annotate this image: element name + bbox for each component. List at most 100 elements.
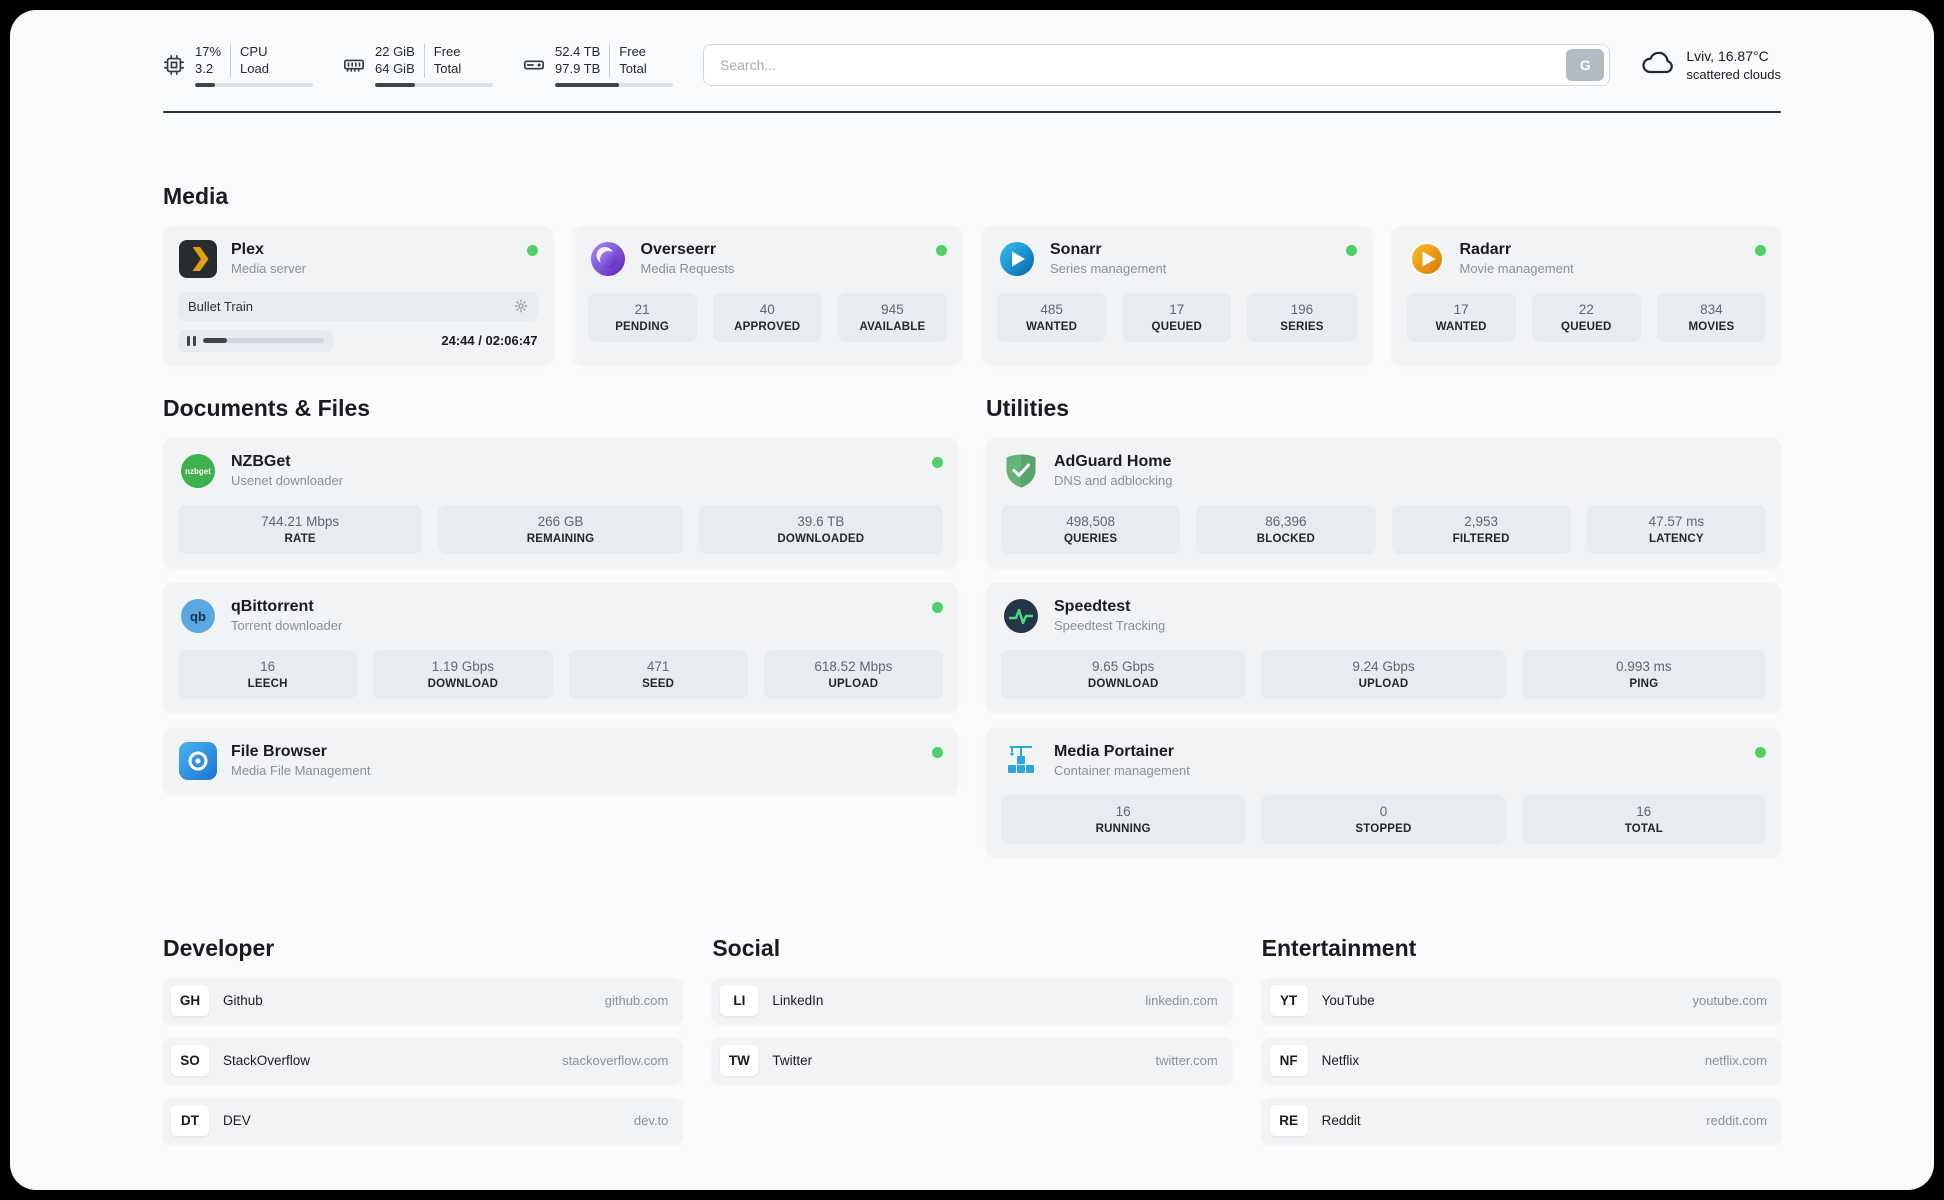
bookmark-name: Reddit bbox=[1321, 1113, 1361, 1129]
playback-progress-fill bbox=[202, 338, 227, 344]
bookmark-url: twitter.com bbox=[1155, 1053, 1218, 1069]
bookmark-dev[interactable]: DT DEV dev.to bbox=[163, 1097, 683, 1144]
portainer-card[interactable]: Media Portainer Container management 16 … bbox=[986, 727, 1781, 857]
stat-label: DOWNLOAD bbox=[1087, 677, 1159, 690]
stat-value: 9.65 Gbps bbox=[1092, 658, 1155, 674]
overseerr-card[interactable]: Overseerr Media Requests 21 PENDING 40 A… bbox=[572, 225, 962, 365]
section-documents: Documents & Files nzbget NZBGet Usenet d… bbox=[163, 395, 958, 857]
stat-value: 21 bbox=[634, 301, 650, 317]
pause-icon[interactable] bbox=[187, 335, 196, 346]
stat-value: 40 bbox=[759, 301, 775, 317]
stat-box: 9.24 Gbps UPLOAD bbox=[1261, 649, 1506, 699]
weather-widget: Lviv, 16.87°C scattered clouds bbox=[1640, 45, 1781, 86]
playback-progressbar bbox=[202, 338, 324, 344]
stat-box: 945 AVAILABLE bbox=[837, 292, 948, 342]
speedtest-card[interactable]: Speedtest Speedtest Tracking 9.65 Gbps D… bbox=[986, 582, 1781, 712]
adguard-icon bbox=[1001, 451, 1041, 491]
app-name: qBittorrent bbox=[231, 598, 314, 616]
app-subtitle: Container management bbox=[1054, 763, 1190, 779]
stat-box: 498,508 QUERIES bbox=[1001, 504, 1181, 554]
bookmark-name: StackOverflow bbox=[223, 1053, 311, 1069]
search-bar: G bbox=[703, 44, 1611, 87]
cpu-label-top: CPU bbox=[240, 44, 268, 59]
stat-value: 485 bbox=[1040, 301, 1063, 317]
bookmark-linkedin[interactable]: LI LinkedIn linkedin.com bbox=[712, 977, 1232, 1024]
qbittorrent-icon: qb bbox=[178, 596, 218, 636]
filebrowser-icon bbox=[178, 741, 218, 781]
stat-value: 16 bbox=[1115, 803, 1131, 819]
bookmark-reddit[interactable]: RE Reddit reddit.com bbox=[1261, 1097, 1781, 1144]
app-subtitle: Series management bbox=[1050, 261, 1167, 277]
app-name: Speedtest bbox=[1054, 598, 1131, 616]
stat-box: 834 MOVIES bbox=[1656, 292, 1767, 342]
filebrowser-card[interactable]: File Browser Media File Management bbox=[163, 727, 958, 794]
stat-label: UPLOAD bbox=[1358, 677, 1409, 690]
bookmark-netflix[interactable]: NF Netflix netflix.com bbox=[1261, 1037, 1781, 1084]
disk-total-value: 97.9 TB bbox=[555, 60, 601, 76]
entertainment-section-title: Entertainment bbox=[1261, 934, 1417, 961]
stat-box: 16 LEECH bbox=[178, 649, 358, 699]
ram-progress-fill bbox=[375, 82, 416, 87]
topbar-divider bbox=[163, 110, 1781, 113]
nzbget-card[interactable]: nzbget NZBGet Usenet downloader 744.21 M… bbox=[163, 437, 958, 567]
nzbget-icon: nzbget bbox=[178, 451, 218, 491]
app-name: Media Portainer bbox=[1054, 743, 1175, 761]
bookmark-abbr: NF bbox=[1269, 1045, 1308, 1077]
plex-card[interactable]: Plex Media server Bullet Train bbox=[163, 225, 553, 365]
stat-box: 0 STOPPED bbox=[1261, 794, 1506, 844]
status-dot bbox=[936, 244, 947, 256]
gear-icon[interactable] bbox=[514, 299, 528, 313]
stat-label: QUEUED bbox=[1561, 320, 1612, 333]
svg-text:qb: qb bbox=[190, 609, 206, 624]
adguard-card[interactable]: AdGuard Home DNS and adblocking 498,508 … bbox=[986, 437, 1781, 567]
topbar: 17% 3.2 CPU Load bbox=[163, 44, 1781, 87]
stat-label: AVAILABLE bbox=[859, 320, 926, 333]
bookmark-abbr: YT bbox=[1269, 985, 1308, 1017]
bookmark-stackoverflow[interactable]: SO StackOverflow stackoverflow.com bbox=[163, 1037, 683, 1084]
stat-label: SERIES bbox=[1280, 320, 1324, 333]
stat-value: 945 bbox=[881, 301, 904, 317]
stat-box: 9.65 Gbps DOWNLOAD bbox=[1001, 649, 1246, 699]
radarr-card[interactable]: Radarr Movie management 17 WANTED 22 QUE… bbox=[1391, 225, 1781, 365]
stat-label: WANTED bbox=[1026, 320, 1078, 333]
stat-value: 9.24 Gbps bbox=[1352, 658, 1415, 674]
search-input[interactable] bbox=[720, 57, 1567, 74]
disk-metric: 52.4 TB 97.9 TB Free Total bbox=[523, 44, 673, 87]
ram-label-top: Free bbox=[433, 44, 461, 59]
overseerr-icon bbox=[588, 239, 628, 279]
weather-location: Lviv, 16.87°C bbox=[1686, 48, 1769, 65]
search-engine-button[interactable]: G bbox=[1566, 49, 1605, 82]
status-dot bbox=[1755, 244, 1766, 256]
bookmark-github[interactable]: GH Github github.com bbox=[163, 977, 683, 1024]
stat-label: UPLOAD bbox=[828, 677, 879, 690]
bookmark-url: github.com bbox=[604, 993, 669, 1009]
stat-value: 471 bbox=[646, 658, 670, 674]
now-playing-row: Bullet Train bbox=[178, 291, 538, 321]
stat-value: 39.6 TB bbox=[797, 513, 845, 529]
sonarr-card[interactable]: Sonarr Series management 485 WANTED 17 Q… bbox=[982, 225, 1372, 365]
bookmark-youtube[interactable]: YT YouTube youtube.com bbox=[1261, 977, 1781, 1024]
bookmark-twitter[interactable]: TW Twitter twitter.com bbox=[712, 1037, 1232, 1084]
status-dot bbox=[526, 244, 538, 256]
stat-box: 1.19 Gbps DOWNLOAD bbox=[373, 649, 553, 699]
stat-label: APPROVED bbox=[734, 320, 801, 333]
bookmark-abbr: SO bbox=[171, 1045, 209, 1077]
app-subtitle: Media File Management bbox=[231, 763, 371, 779]
documents-section-title: Documents & Files bbox=[163, 394, 371, 421]
qbittorrent-card[interactable]: qb qBittorrent Torrent downloader 16 LEE… bbox=[163, 582, 958, 712]
stat-label: DOWNLOADED bbox=[777, 532, 865, 545]
stat-box: 40 APPROVED bbox=[712, 292, 822, 342]
stat-label: DOWNLOAD bbox=[427, 677, 499, 690]
stat-label: LEECH bbox=[247, 677, 288, 690]
bookmark-url: stackoverflow.com bbox=[562, 1053, 669, 1069]
stat-value: 17 bbox=[1453, 301, 1469, 317]
app-subtitle: Movie management bbox=[1459, 261, 1574, 277]
radarr-icon bbox=[1407, 239, 1447, 279]
bookmark-name: Twitter bbox=[772, 1053, 813, 1069]
stat-value: 834 bbox=[1700, 301, 1723, 317]
stat-box: 618.52 Mbps UPLOAD bbox=[763, 649, 943, 699]
bookmark-abbr: DT bbox=[171, 1105, 209, 1137]
app-subtitle: DNS and adblocking bbox=[1054, 473, 1173, 489]
developer-section-title: Developer bbox=[163, 934, 275, 961]
status-dot bbox=[1755, 746, 1766, 758]
